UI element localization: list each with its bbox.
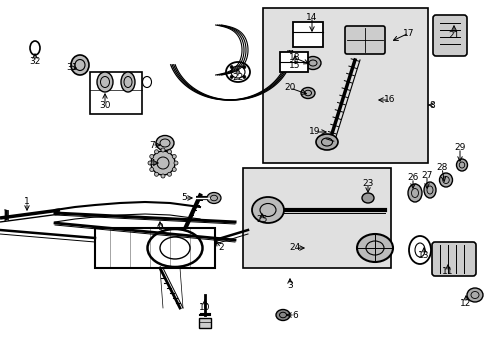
FancyBboxPatch shape xyxy=(345,26,384,54)
Text: 15: 15 xyxy=(289,62,300,71)
Ellipse shape xyxy=(439,173,451,187)
Text: 4: 4 xyxy=(149,158,155,167)
Text: 24: 24 xyxy=(289,243,300,252)
Text: 21: 21 xyxy=(447,31,459,40)
Text: 23: 23 xyxy=(362,179,373,188)
Circle shape xyxy=(154,172,158,176)
Ellipse shape xyxy=(301,87,314,99)
Text: 19: 19 xyxy=(308,127,320,136)
Circle shape xyxy=(154,150,158,154)
Text: 31: 31 xyxy=(66,63,78,72)
Text: 7: 7 xyxy=(149,140,155,149)
Bar xyxy=(90,72,142,114)
Bar xyxy=(95,228,215,268)
Circle shape xyxy=(167,172,171,176)
Text: 20: 20 xyxy=(284,84,295,93)
Text: 26: 26 xyxy=(407,174,418,183)
Circle shape xyxy=(172,154,176,158)
Text: 32: 32 xyxy=(29,58,41,67)
Circle shape xyxy=(151,151,175,175)
Ellipse shape xyxy=(466,288,482,302)
Ellipse shape xyxy=(156,135,174,150)
Ellipse shape xyxy=(356,234,392,262)
Circle shape xyxy=(161,174,164,178)
Ellipse shape xyxy=(97,72,113,92)
Circle shape xyxy=(149,167,153,171)
Bar xyxy=(263,8,427,163)
Ellipse shape xyxy=(305,57,320,69)
Ellipse shape xyxy=(361,193,373,203)
Text: 30: 30 xyxy=(99,100,110,109)
Ellipse shape xyxy=(407,184,421,202)
Text: 16: 16 xyxy=(384,95,395,104)
Ellipse shape xyxy=(423,182,435,198)
Circle shape xyxy=(230,66,233,68)
Ellipse shape xyxy=(275,310,289,320)
Text: 14: 14 xyxy=(305,13,317,22)
Text: 2: 2 xyxy=(218,243,224,252)
Circle shape xyxy=(148,161,152,165)
Text: 25: 25 xyxy=(256,216,267,225)
Text: 27: 27 xyxy=(421,171,432,180)
Text: 3: 3 xyxy=(286,280,292,289)
Text: 5: 5 xyxy=(181,194,186,202)
Text: 8: 8 xyxy=(428,100,434,109)
Bar xyxy=(280,52,307,72)
Text: 28: 28 xyxy=(435,163,447,172)
Ellipse shape xyxy=(71,55,89,75)
Text: 6: 6 xyxy=(291,310,297,320)
Circle shape xyxy=(161,148,164,152)
Text: 22: 22 xyxy=(232,73,243,82)
Text: 12: 12 xyxy=(459,298,471,307)
Text: 13: 13 xyxy=(417,251,429,260)
Bar xyxy=(243,168,390,268)
Ellipse shape xyxy=(315,134,337,150)
Ellipse shape xyxy=(251,197,284,223)
FancyBboxPatch shape xyxy=(431,242,475,276)
Text: 11: 11 xyxy=(441,267,453,276)
Circle shape xyxy=(243,66,245,68)
Ellipse shape xyxy=(121,72,135,92)
Bar xyxy=(199,318,210,328)
Ellipse shape xyxy=(206,193,221,203)
Circle shape xyxy=(167,150,171,154)
Text: 10: 10 xyxy=(199,302,210,311)
Ellipse shape xyxy=(456,159,467,171)
Circle shape xyxy=(172,167,176,171)
Text: 9: 9 xyxy=(157,224,163,233)
Bar xyxy=(292,22,323,47)
Circle shape xyxy=(230,76,233,78)
Circle shape xyxy=(243,76,245,78)
Circle shape xyxy=(174,161,178,165)
Text: 17: 17 xyxy=(403,28,414,37)
FancyBboxPatch shape xyxy=(432,15,466,56)
Text: 1: 1 xyxy=(24,198,30,207)
Text: 18: 18 xyxy=(289,54,300,63)
Text: 29: 29 xyxy=(453,144,465,153)
Circle shape xyxy=(149,154,153,158)
